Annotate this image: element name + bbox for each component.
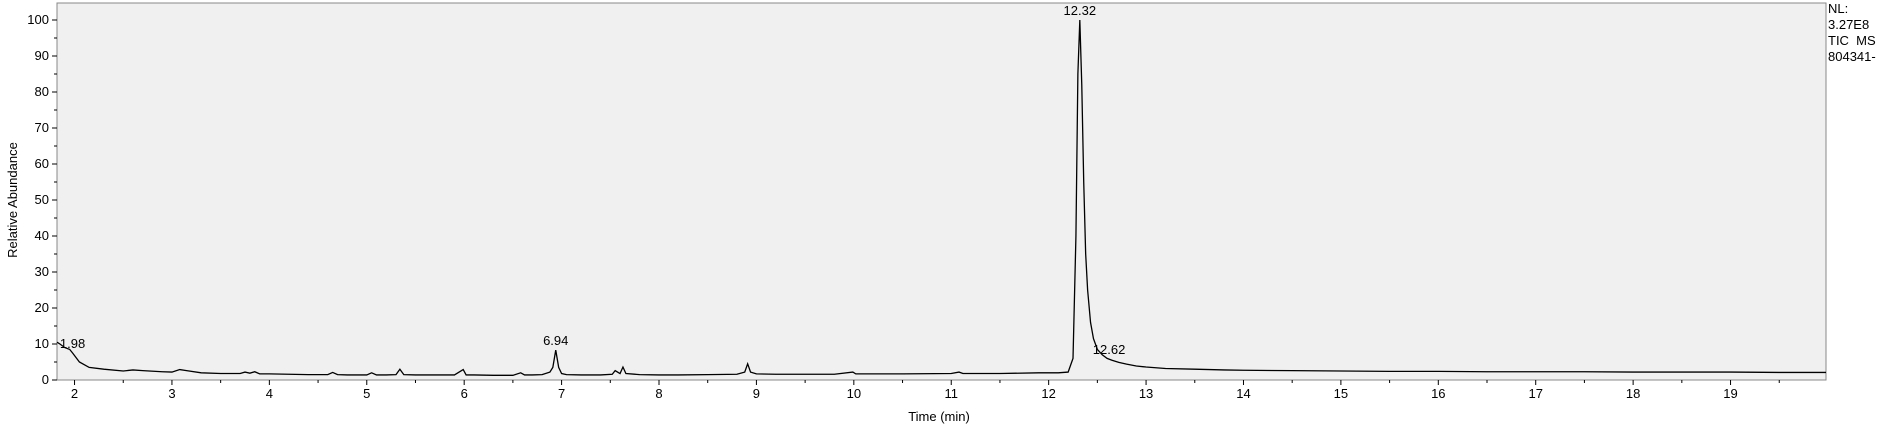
- y-axis: 0 10 20 30 40 50 60 70 80 90 100: [27, 12, 57, 387]
- x-tick-label: 4: [266, 386, 273, 401]
- x-tick-label: 19: [1723, 386, 1737, 401]
- x-tick-label: 13: [1139, 386, 1153, 401]
- x-tick-label: 7: [558, 386, 565, 401]
- info-line-label: NL:: [1828, 1, 1848, 16]
- y-tick-label: 20: [35, 300, 49, 315]
- tic-trace-line: [56, 19, 1826, 376]
- peak-label: 12.32: [1064, 3, 1097, 18]
- x-tick-label: 6: [461, 386, 468, 401]
- y-tick-label: 70: [35, 120, 49, 135]
- x-tick-label: 15: [1334, 386, 1348, 401]
- y-tick-label: 80: [35, 84, 49, 99]
- x-tick-label: 9: [753, 386, 760, 401]
- x-tick-label: 17: [1528, 386, 1542, 401]
- y-axis-title: Relative Abundance: [5, 142, 20, 258]
- x-tick-label: 14: [1236, 386, 1250, 401]
- x-axis-title: Time (min): [908, 409, 970, 424]
- x-tick-label: 12: [1041, 386, 1055, 401]
- info-line-scan-type: TIC MS: [1828, 33, 1876, 48]
- plot-area: [56, 2, 1827, 381]
- y-tick-label: 0: [42, 372, 49, 387]
- y-tick-label: 10: [35, 336, 49, 351]
- y-tick-label: 100: [27, 12, 49, 27]
- info-line-sample-id: 804341-: [1828, 49, 1876, 64]
- x-tick-label: 10: [847, 386, 861, 401]
- y-tick-label: 40: [35, 228, 49, 243]
- y-tick-label: 50: [35, 192, 49, 207]
- x-tick-label: 11: [944, 386, 958, 401]
- x-tick-label: 3: [168, 386, 175, 401]
- y-tick-label: 60: [35, 156, 49, 171]
- x-axis: 2 3 4 5 6 7 8 9 10 11 12 13 14 15 16 17 18 19: [71, 380, 1780, 401]
- peak-label: 6.94: [543, 333, 568, 348]
- x-tick-label: 2: [71, 386, 78, 401]
- x-tick-label: 16: [1431, 386, 1445, 401]
- peak-label: 1.98: [60, 336, 85, 351]
- y-tick-label: 90: [35, 48, 49, 63]
- info-panel: NL: 3.27E8 TIC MS 804341-: [1828, 1, 1876, 64]
- x-tick-label: 18: [1626, 386, 1640, 401]
- info-line-nl-value: 3.27E8: [1828, 17, 1869, 32]
- x-tick-label: 5: [363, 386, 370, 401]
- y-tick-label: 30: [35, 264, 49, 279]
- x-tick-label: 8: [655, 386, 662, 401]
- peak-labels: 1.98 6.94 12.32 12.62: [60, 3, 1125, 357]
- peak-label: 12.62: [1093, 342, 1126, 357]
